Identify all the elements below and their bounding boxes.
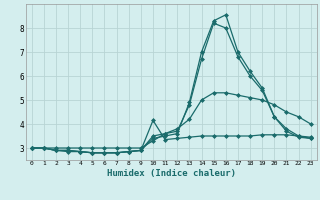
X-axis label: Humidex (Indice chaleur): Humidex (Indice chaleur) [107,169,236,178]
